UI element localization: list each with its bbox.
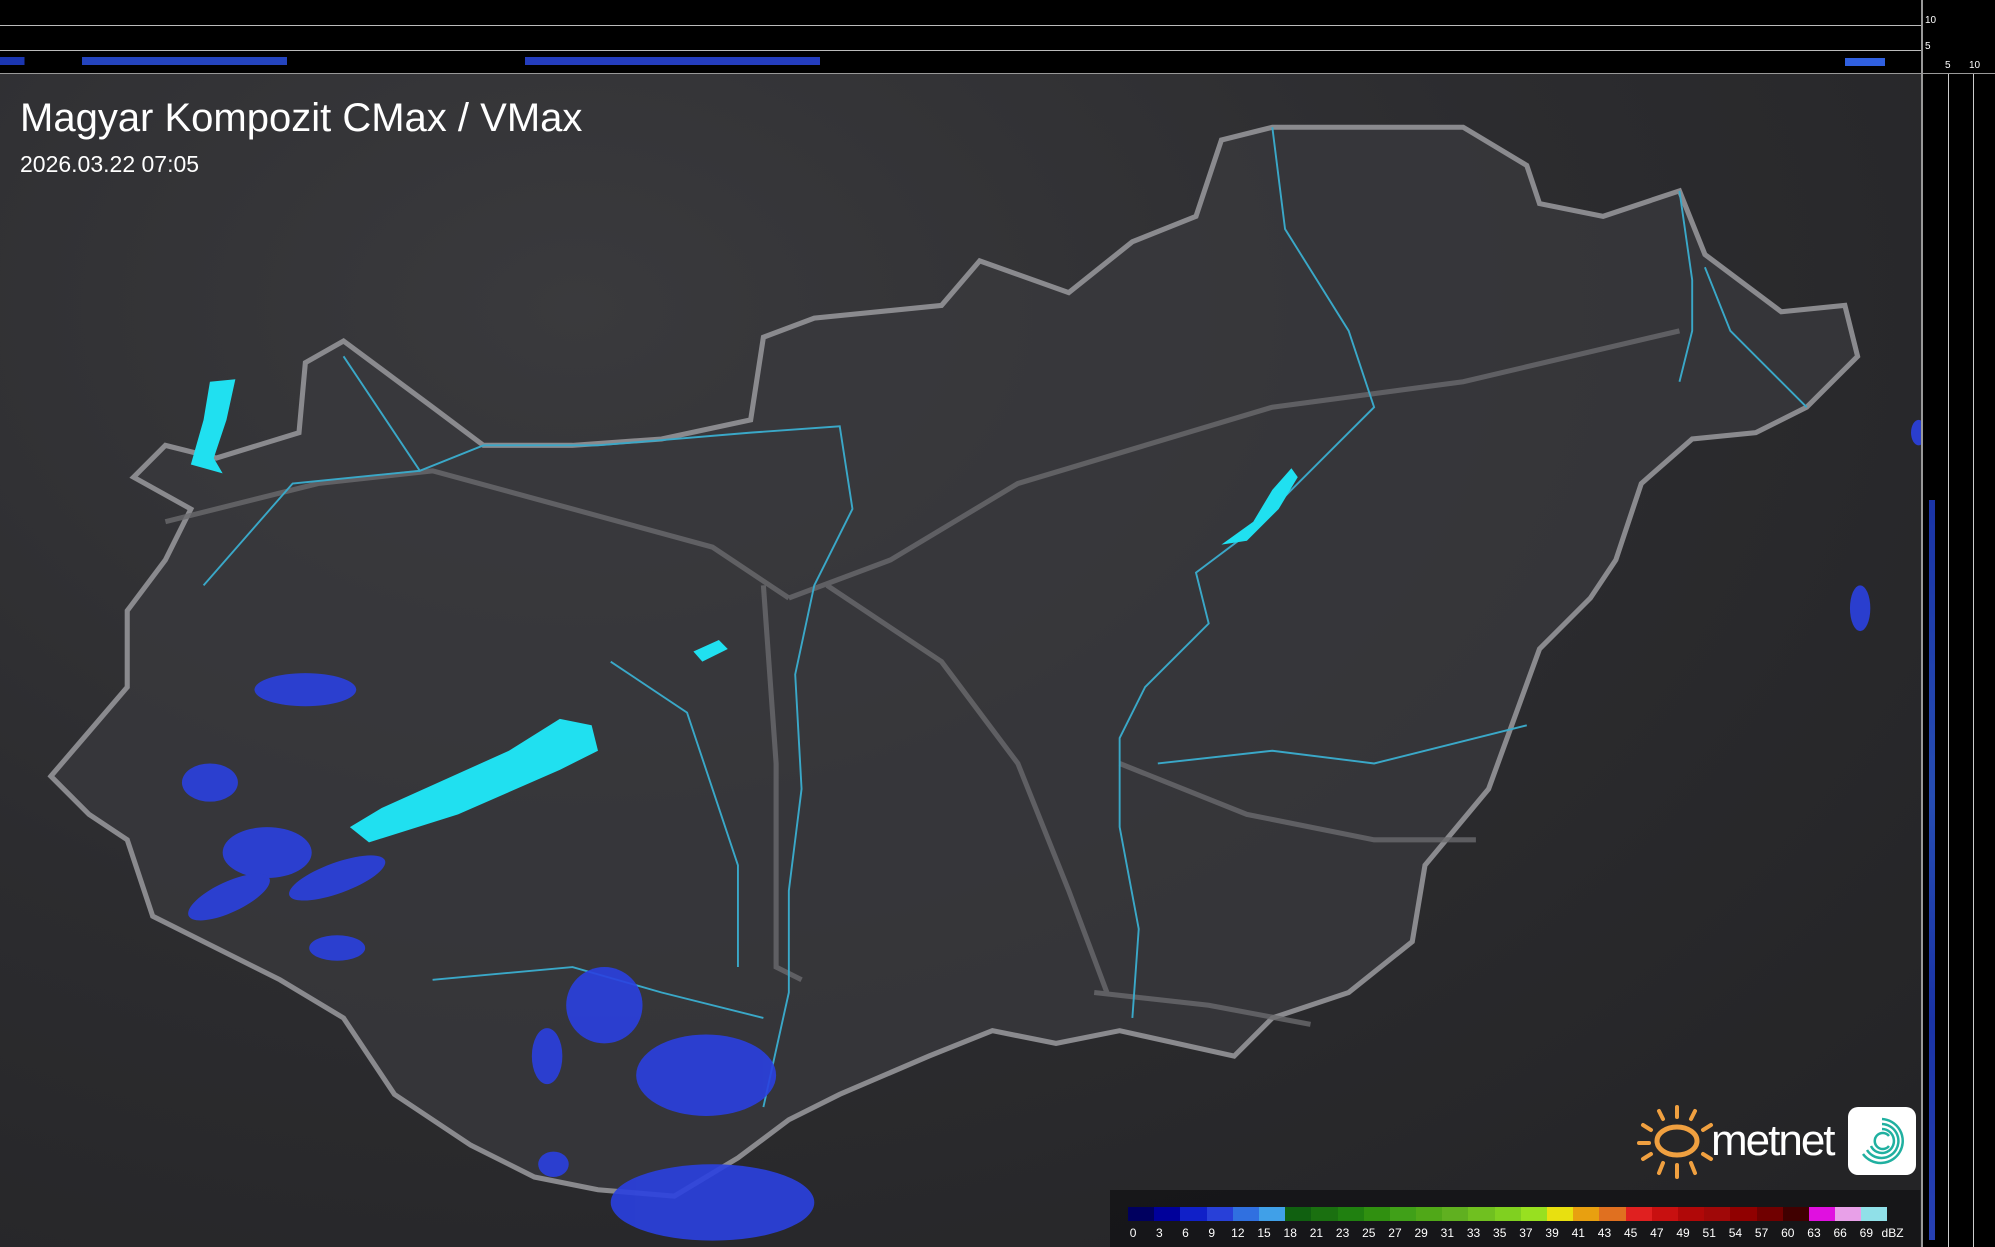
colorbar-swatch bbox=[1232, 1207, 1259, 1221]
colorbar-swatch bbox=[1389, 1207, 1417, 1221]
colorbar-swatch bbox=[1206, 1207, 1233, 1221]
rivers bbox=[202, 127, 1808, 1108]
colorbar-swatch bbox=[1442, 1207, 1469, 1221]
colorbar-swatch bbox=[1363, 1207, 1390, 1221]
spiral-icon bbox=[1861, 1117, 1904, 1165]
legend-label: 6 bbox=[1182, 1226, 1189, 1240]
app-icon bbox=[1847, 1107, 1916, 1175]
colorbar-swatch bbox=[1520, 1207, 1547, 1221]
legend-label: 47 bbox=[1650, 1226, 1664, 1240]
profile-gridline bbox=[0, 50, 1921, 51]
colorbar-swatch bbox=[1808, 1207, 1836, 1221]
colorbar-swatch bbox=[1311, 1207, 1338, 1221]
legend-label: 27 bbox=[1388, 1226, 1402, 1240]
legend-label: 57 bbox=[1754, 1226, 1769, 1240]
legend-label: 25 bbox=[1362, 1226, 1376, 1240]
county-borders bbox=[164, 328, 1681, 1027]
colorbar-swatch bbox=[1573, 1207, 1600, 1221]
profile-echo bbox=[1845, 58, 1885, 66]
vertical-profile-top bbox=[0, 0, 1921, 73]
legend-label: 18 bbox=[1283, 1226, 1297, 1240]
legend-label: 60 bbox=[1781, 1226, 1795, 1240]
rain-echoes bbox=[181, 419, 1927, 1241]
legend-label: 21 bbox=[1309, 1226, 1324, 1240]
profile-gridline bbox=[1973, 73, 1974, 1247]
colorbar-swatch bbox=[1677, 1207, 1705, 1221]
legend-label: 29 bbox=[1414, 1226, 1428, 1240]
legend-label: 33 bbox=[1466, 1226, 1481, 1240]
colorbar-swatch bbox=[1625, 1207, 1652, 1221]
tick-label: 5 bbox=[1945, 60, 1951, 71]
legend-label: 12 bbox=[1231, 1226, 1245, 1240]
colorbar-swatch bbox=[1651, 1207, 1678, 1221]
logo-text: metnet bbox=[1711, 1116, 1836, 1165]
legend-label: 31 bbox=[1440, 1226, 1455, 1240]
legend-label: 15 bbox=[1257, 1226, 1271, 1240]
lakes bbox=[190, 379, 1298, 843]
colorbar-swatch bbox=[1835, 1207, 1862, 1221]
legend-label: 43 bbox=[1597, 1226, 1612, 1240]
lake-balaton bbox=[349, 718, 598, 843]
legend-label: 3 bbox=[1155, 1226, 1163, 1240]
legend-unit: dBZ bbox=[1881, 1226, 1904, 1240]
lake-tisza bbox=[1221, 468, 1298, 545]
metnet-logo[interactable]: metnet bbox=[1635, 1103, 1916, 1179]
colorbar bbox=[1128, 1207, 1888, 1221]
colorbar-swatch bbox=[1547, 1207, 1574, 1221]
sun-icon bbox=[1637, 1105, 1713, 1179]
legend-label: 35 bbox=[1493, 1226, 1507, 1240]
colorbar-swatch bbox=[1782, 1207, 1809, 1221]
colorbar-swatch bbox=[1180, 1207, 1207, 1221]
lake-velence bbox=[693, 640, 728, 662]
colorbar-swatch bbox=[1704, 1207, 1731, 1221]
legend-labels: 0 3 6 9 12 15 18 21 23 25 27 29 31 33 35 37 39 41 43 45 47 49… bbox=[1120, 1226, 1906, 1240]
color-legend: 0 3 6 9 12 15 18 21 23 25 27 29 31 33 35 37 39 41 43 45 47 49… bbox=[1110, 1190, 1920, 1247]
colorbar-swatch bbox=[1154, 1207, 1181, 1221]
colorbar-swatch bbox=[1599, 1207, 1626, 1221]
colorbar-swatch bbox=[1756, 1207, 1783, 1221]
legend-label: 51 bbox=[1702, 1226, 1716, 1240]
colorbar-swatch bbox=[1494, 1207, 1521, 1221]
lake-neusiedl bbox=[190, 379, 236, 474]
legend-label: 41 bbox=[1571, 1226, 1585, 1240]
colorbar-swatch bbox=[1337, 1207, 1364, 1221]
legend-label: 0 bbox=[1129, 1226, 1137, 1240]
timestamp: 2026.03.22 07:05 bbox=[20, 151, 200, 177]
colorbar-swatch bbox=[1468, 1207, 1495, 1221]
colorbar-swatch bbox=[1730, 1207, 1757, 1221]
legend-label: 49 bbox=[1676, 1226, 1690, 1240]
tick-label: 10 bbox=[1969, 60, 1981, 71]
legend-label: 37 bbox=[1519, 1226, 1533, 1240]
map-title: Magyar Kompozit CMax / VMax bbox=[20, 96, 583, 140]
profile-gridline bbox=[0, 25, 1921, 26]
colorbar-swatch bbox=[1285, 1207, 1312, 1221]
profile-echo bbox=[0, 57, 820, 65]
divider bbox=[0, 73, 1995, 74]
hungary-outline bbox=[47, 124, 1861, 1199]
legend-label: 69 bbox=[1859, 1226, 1874, 1240]
legend-label: 23 bbox=[1335, 1226, 1350, 1240]
legend-label: 63 bbox=[1807, 1226, 1821, 1240]
legend-label: 39 bbox=[1545, 1226, 1559, 1240]
legend-label: 9 bbox=[1208, 1226, 1215, 1240]
profile-gridline bbox=[1948, 73, 1949, 1247]
colorbar-swatch bbox=[1258, 1207, 1286, 1221]
legend-label: 66 bbox=[1833, 1226, 1847, 1240]
tick-label: 5 bbox=[1925, 41, 1931, 52]
vertical-profile-right: 10 5 5 10 bbox=[1921, 0, 1995, 1247]
tick-label: 10 bbox=[1925, 15, 1937, 26]
colorbar-swatch bbox=[1416, 1207, 1443, 1221]
legend-label: 54 bbox=[1728, 1226, 1743, 1240]
colorbar-swatch bbox=[1128, 1207, 1155, 1221]
legend-label: 45 bbox=[1623, 1226, 1638, 1240]
profile-echo bbox=[1929, 500, 1935, 1240]
colorbar-swatch bbox=[1861, 1207, 1888, 1221]
